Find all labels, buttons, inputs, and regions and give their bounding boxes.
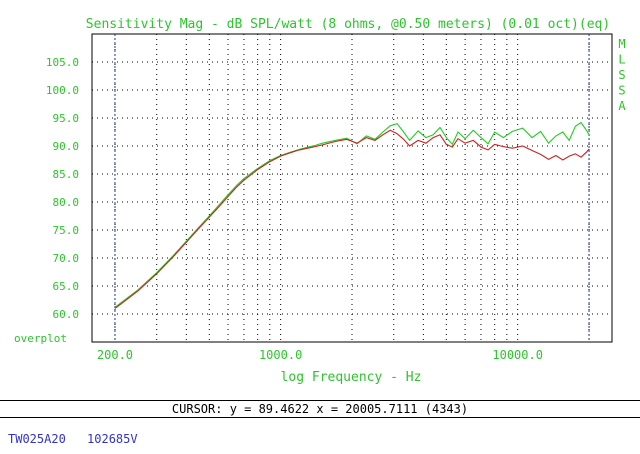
side-label-letter: S bbox=[618, 84, 625, 98]
chart: Sensitivity Mag - dB SPL/watt (8 ohms, @… bbox=[14, 17, 626, 385]
footer-serial: 102685V bbox=[87, 432, 138, 446]
chart-title: Sensitivity Mag - dB SPL/watt (8 ohms, @… bbox=[86, 17, 610, 32]
overplot-label: overplot bbox=[14, 332, 67, 345]
y-tick-label: 100.0 bbox=[46, 84, 79, 97]
x-tick-labels: 200.0 1000.0 10000.0 bbox=[97, 348, 543, 362]
grid bbox=[92, 34, 612, 342]
y-tick-label: 105.0 bbox=[46, 56, 79, 69]
y-tick-label: 90.0 bbox=[53, 140, 80, 153]
plot-area bbox=[91, 33, 613, 343]
cursor-markers bbox=[114, 34, 590, 342]
y-tick-label: 95.0 bbox=[53, 112, 80, 125]
y-tick-label: 75.0 bbox=[53, 224, 80, 237]
series-line-2 bbox=[114, 129, 590, 309]
cursor-readout: CURSOR: y = 89.4622 x = 20005.7111 (4343… bbox=[0, 400, 640, 418]
series-line-1 bbox=[114, 121, 590, 308]
data-series bbox=[114, 121, 590, 309]
footer: TW025A20 102685V bbox=[8, 432, 152, 446]
y-tick-label: 80.0 bbox=[53, 196, 80, 209]
y-tick-label: 65.0 bbox=[53, 280, 80, 293]
side-label-letter: L bbox=[618, 53, 625, 67]
footer-model: TW025A20 bbox=[8, 432, 66, 446]
y-tick-label: 70.0 bbox=[53, 252, 80, 265]
y-tick-label: 85.0 bbox=[53, 168, 80, 181]
x-tick-label: 200.0 bbox=[97, 348, 133, 362]
y-tick-labels: 105.0 100.0 95.0 90.0 85.0 80.0 75.0 70.0 65.0 60… bbox=[46, 56, 79, 321]
y-tick-label: 60.0 bbox=[53, 308, 80, 321]
x-tick-label: 10000.0 bbox=[492, 348, 543, 362]
side-label-letter: S bbox=[618, 68, 625, 82]
x-tick-label: 1000.0 bbox=[259, 348, 302, 362]
side-label-letter: M bbox=[618, 37, 625, 51]
x-axis-label: log Frequency - Hz bbox=[281, 370, 422, 385]
side-label-letter: A bbox=[618, 99, 626, 113]
